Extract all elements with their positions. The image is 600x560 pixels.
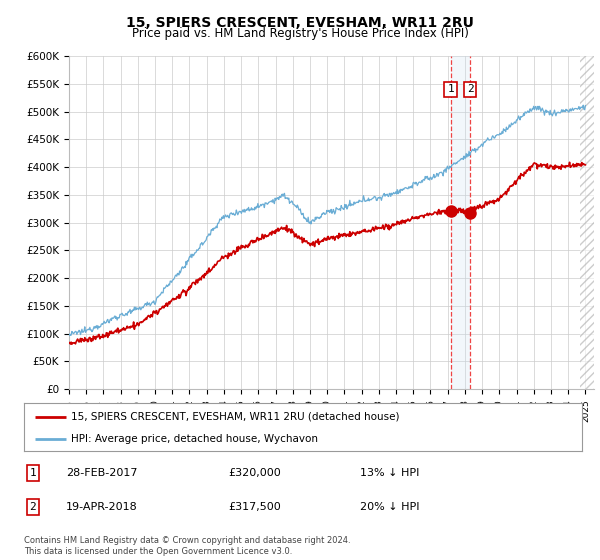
Text: 19-APR-2018: 19-APR-2018 (66, 502, 138, 512)
Text: 1: 1 (447, 85, 454, 94)
Text: £320,000: £320,000 (228, 468, 281, 478)
Bar (580, 56, 594, 389)
Text: 2: 2 (467, 85, 473, 94)
Text: Contains HM Land Registry data © Crown copyright and database right 2024.
This d: Contains HM Land Registry data © Crown c… (24, 536, 350, 556)
Text: 28-FEB-2017: 28-FEB-2017 (66, 468, 137, 478)
Text: HPI: Average price, detached house, Wychavon: HPI: Average price, detached house, Wych… (71, 434, 319, 444)
Text: 20% ↓ HPI: 20% ↓ HPI (360, 502, 419, 512)
Text: 15, SPIERS CRESCENT, EVESHAM, WR11 2RU: 15, SPIERS CRESCENT, EVESHAM, WR11 2RU (126, 16, 474, 30)
Text: 2: 2 (29, 502, 37, 512)
Text: 15, SPIERS CRESCENT, EVESHAM, WR11 2RU (detached house): 15, SPIERS CRESCENT, EVESHAM, WR11 2RU (… (71, 412, 400, 422)
Text: Price paid vs. HM Land Registry's House Price Index (HPI): Price paid vs. HM Land Registry's House … (131, 27, 469, 40)
Text: 1: 1 (29, 468, 37, 478)
Text: £317,500: £317,500 (228, 502, 281, 512)
Bar (451, 56, 470, 389)
Text: 13% ↓ HPI: 13% ↓ HPI (360, 468, 419, 478)
